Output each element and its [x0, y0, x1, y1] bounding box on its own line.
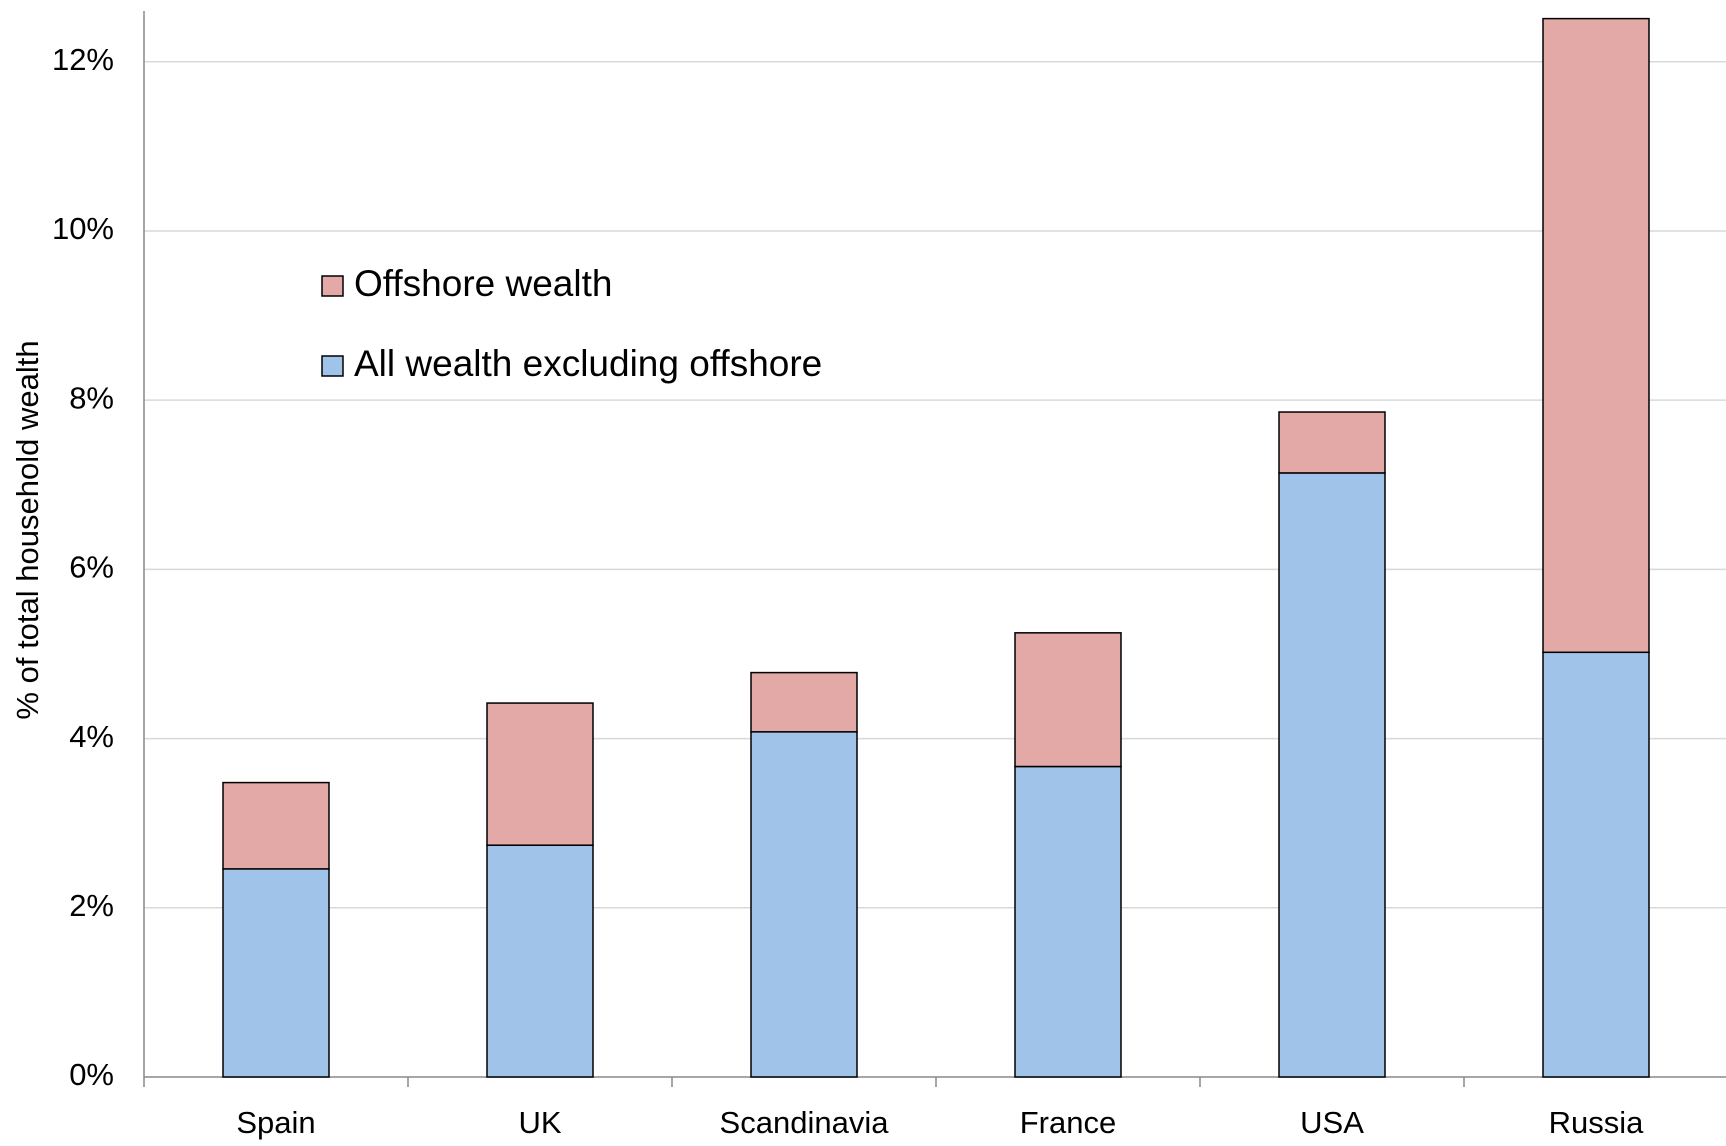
y-tick-label: 6% [69, 550, 114, 585]
x-tick-label: Russia [1549, 1105, 1645, 1140]
x-tick-label: Scandinavia [720, 1105, 890, 1140]
bar-segment [1542, 17, 1650, 654]
x-tick-label: France [1020, 1105, 1116, 1140]
x-tick-label: Spain [236, 1105, 315, 1140]
legend-label: Offshore wealth [354, 263, 612, 304]
bar-segment [486, 844, 594, 1078]
bar-segment [750, 671, 858, 733]
x-tick-label: USA [1300, 1105, 1364, 1140]
bar-segment [222, 781, 330, 870]
bar-segment [1278, 411, 1386, 474]
y-tick-label: 0% [69, 1057, 114, 1092]
legend-swatch [321, 275, 344, 297]
y-tick-label: 2% [69, 888, 114, 923]
legend-label: All wealth excluding offshore [354, 343, 822, 384]
bar-segment [750, 731, 858, 1078]
bar-segment [1542, 651, 1650, 1078]
bar-segment [1278, 472, 1386, 1078]
x-tick-label: UK [518, 1105, 561, 1140]
bar-segment [486, 702, 594, 846]
legend-swatch [321, 355, 344, 377]
y-axis-label: % of total household wealth [10, 340, 45, 719]
y-tick-label: 4% [69, 719, 114, 754]
y-tick-label: 8% [69, 380, 114, 415]
bar-segment [1014, 632, 1122, 768]
y-tick-label: 10% [52, 211, 114, 246]
bar-segment [1014, 765, 1122, 1078]
bar-segment [222, 868, 330, 1078]
y-tick-label: 12% [52, 42, 114, 77]
